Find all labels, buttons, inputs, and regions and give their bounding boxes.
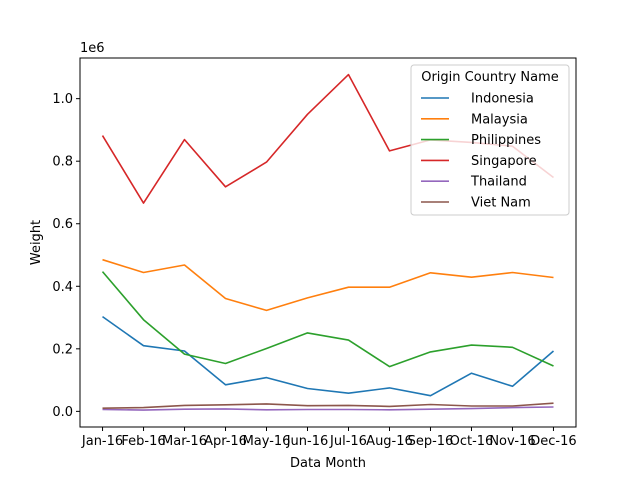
legend-label: Singapore bbox=[471, 154, 537, 169]
x-tick-label: Nov-16 bbox=[489, 434, 535, 449]
x-tick-label: Jul-16 bbox=[329, 434, 367, 449]
y-tick-label: 1.0 bbox=[52, 92, 73, 107]
legend-label: Viet Nam bbox=[471, 196, 531, 211]
legend-box bbox=[410, 64, 570, 216]
x-tick-label: May-16 bbox=[243, 434, 291, 449]
x-tick-label: Feb-16 bbox=[121, 434, 165, 449]
x-tick-label: Sep-16 bbox=[408, 434, 454, 449]
y-axis-label: Weight bbox=[29, 220, 44, 265]
y-tick-label: 0.4 bbox=[52, 280, 73, 295]
y-multiplier-label: 1e6 bbox=[80, 41, 105, 56]
series-line-thailand bbox=[102, 406, 554, 411]
legend-label: Thailand bbox=[470, 175, 527, 190]
plot-area bbox=[79, 57, 577, 428]
x-axis-label: Data Month bbox=[290, 456, 366, 471]
plot-frame bbox=[79, 57, 577, 428]
legend-label: Indonesia bbox=[471, 92, 534, 107]
x-tick-label: Dec-16 bbox=[530, 434, 576, 449]
legend: Origin Country Name Indonesia Malaysia Phi… bbox=[410, 64, 570, 216]
y-tick-label: 0.8 bbox=[52, 155, 73, 170]
series-line-viet-nam bbox=[102, 402, 554, 409]
y-tick-label: 0.2 bbox=[52, 342, 73, 357]
x-tick-label: Apr-16 bbox=[204, 434, 247, 449]
x-tick-label: Mar-16 bbox=[162, 434, 207, 449]
series-line-indonesia bbox=[102, 315, 555, 397]
y-tick-label: 0.0 bbox=[52, 405, 73, 420]
legend-title: Origin Country Name bbox=[421, 70, 559, 85]
y-axis-ticks: 0.0 0.2 0.4 0.6 0.8 1.0 bbox=[52, 92, 80, 420]
series-line-philippines bbox=[101, 271, 554, 368]
legend-items: Indonesia Malaysia Philippines Singapore Tha… bbox=[421, 92, 541, 211]
y-tick-label: 0.6 bbox=[52, 217, 73, 232]
x-tick-label: Oct-16 bbox=[450, 434, 494, 449]
x-tick-label: Jan-16 bbox=[81, 434, 123, 449]
legend-label: Malaysia bbox=[471, 112, 528, 127]
legend-label: Philippines bbox=[471, 133, 541, 148]
series-layer bbox=[101, 73, 555, 411]
x-tick-label: Aug-16 bbox=[366, 434, 413, 449]
series-line-malaysia bbox=[102, 258, 554, 312]
x-tick-label: Jun-16 bbox=[286, 434, 329, 449]
